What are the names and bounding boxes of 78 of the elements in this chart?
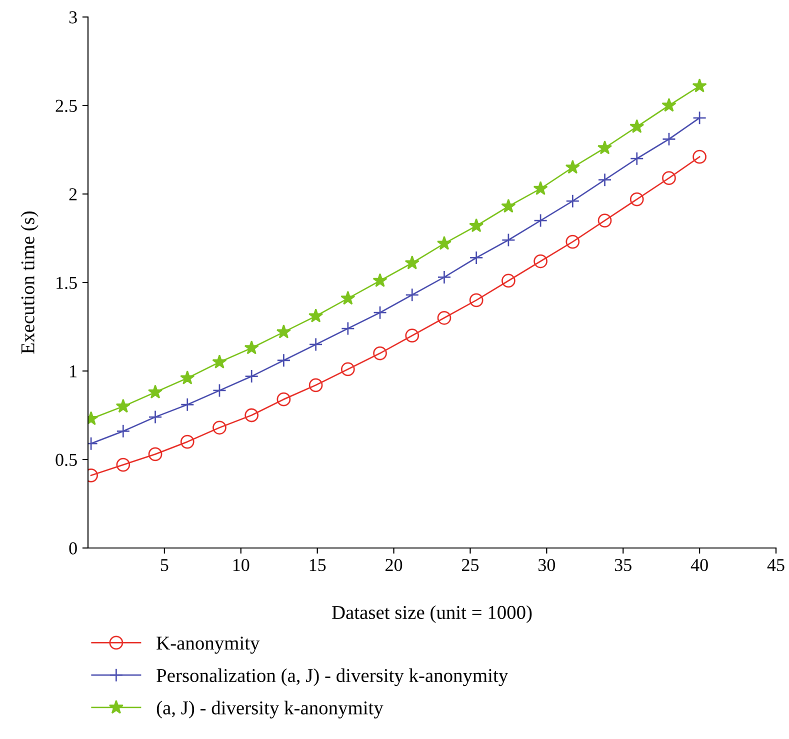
point <box>501 198 516 213</box>
point <box>437 270 452 284</box>
point <box>212 420 226 435</box>
point <box>148 447 162 462</box>
y-tick-label: 0.5 <box>56 454 77 466</box>
point <box>372 273 388 288</box>
x-tick-label: 25 <box>462 558 479 572</box>
point <box>244 340 259 354</box>
point <box>662 132 676 146</box>
point <box>469 218 484 232</box>
x-tick-label: 40 <box>690 558 708 572</box>
point <box>148 410 162 424</box>
point <box>597 140 612 154</box>
point <box>469 250 484 265</box>
x-tick-label: 15 <box>310 559 326 572</box>
legend-label: K-anonymity <box>156 636 260 654</box>
x-tick-label: 5 <box>160 559 168 572</box>
point <box>566 234 580 249</box>
y-tick-label: 2 <box>69 188 77 200</box>
x-tick-label: 45 <box>767 559 784 572</box>
point <box>534 254 548 268</box>
point <box>244 408 259 422</box>
point <box>502 233 516 247</box>
point <box>340 362 355 376</box>
point <box>276 392 291 406</box>
point <box>340 322 355 336</box>
point <box>276 324 291 338</box>
point <box>405 288 420 302</box>
point <box>404 255 420 270</box>
point <box>598 214 612 228</box>
point <box>692 78 707 92</box>
point <box>308 378 323 392</box>
legend-label: Personalization (a, J) - diversity k-anonymity <box>156 668 508 686</box>
point <box>276 353 291 368</box>
point <box>116 424 130 438</box>
point <box>436 236 452 250</box>
x-tick-label: 30 <box>538 558 556 572</box>
point <box>340 290 356 305</box>
point <box>308 338 323 352</box>
x-tick-label: 10 <box>233 558 250 572</box>
point <box>373 346 387 360</box>
point <box>692 110 706 125</box>
point <box>148 384 163 399</box>
point <box>662 98 676 112</box>
x-axis-title: Dataset size (unit = 1000) <box>332 605 532 623</box>
point <box>180 398 194 412</box>
y-tick-label: 1.5 <box>56 276 77 290</box>
point <box>533 181 548 196</box>
point <box>116 398 130 413</box>
point <box>566 194 580 208</box>
point <box>373 306 387 320</box>
point <box>308 308 324 322</box>
point <box>180 370 195 384</box>
point <box>212 384 226 398</box>
legend-label: (a, J) - diversity k-anonymity <box>156 700 384 718</box>
x-tick-label: 20 <box>386 558 402 572</box>
y-tick-label: 0 <box>69 542 77 554</box>
point <box>662 171 676 186</box>
point <box>437 310 452 325</box>
point <box>405 328 420 343</box>
point <box>692 150 706 164</box>
x-tick-label: 35 <box>614 558 632 572</box>
point <box>598 172 612 187</box>
point <box>630 192 644 206</box>
point <box>630 152 644 166</box>
point <box>565 160 580 174</box>
point <box>469 293 484 308</box>
point <box>212 354 227 368</box>
y-tick-label: 1 <box>70 365 76 378</box>
y-tick-label: 3 <box>69 11 77 24</box>
point <box>180 434 194 449</box>
y-tick-label: 2.5 <box>56 100 77 112</box>
point <box>116 458 130 472</box>
point <box>630 119 644 134</box>
point <box>534 214 548 228</box>
y-axis-title: Execution time (s) <box>20 212 38 354</box>
point <box>502 274 516 288</box>
point <box>244 369 259 384</box>
